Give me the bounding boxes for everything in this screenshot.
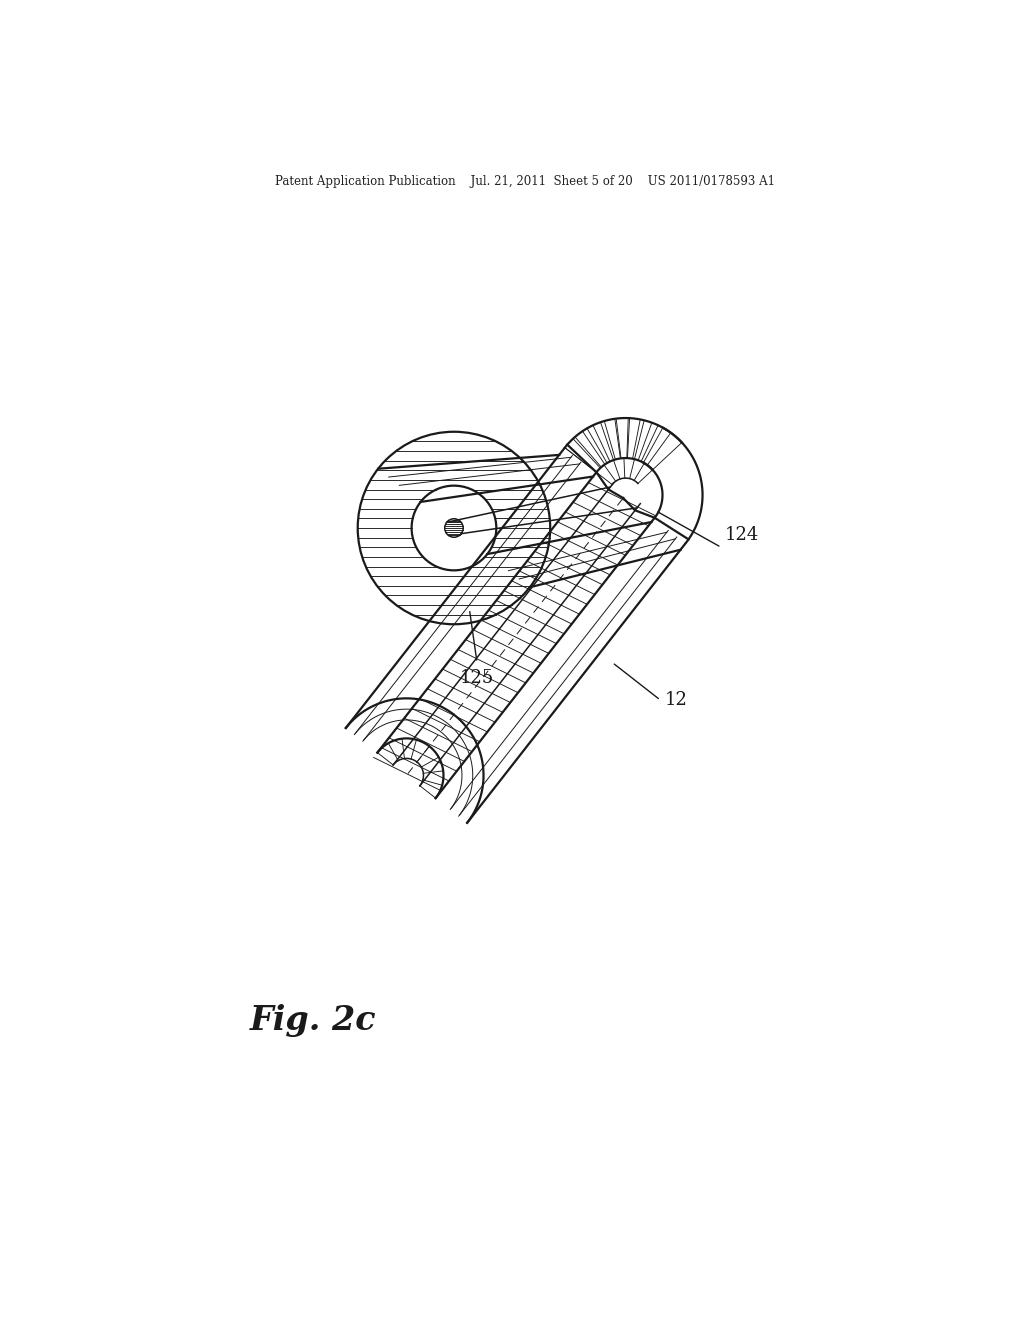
Text: 124: 124 xyxy=(725,525,760,544)
Text: 125: 125 xyxy=(460,669,495,686)
Text: Fig. 2c: Fig. 2c xyxy=(250,1005,377,1038)
Text: Patent Application Publication    Jul. 21, 2011  Sheet 5 of 20    US 2011/017859: Patent Application Publication Jul. 21, … xyxy=(274,176,775,187)
Text: 12: 12 xyxy=(665,692,687,709)
